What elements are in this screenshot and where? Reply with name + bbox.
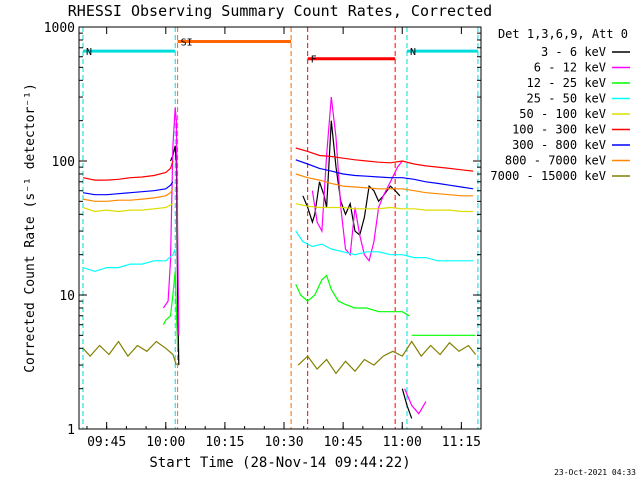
series-line-4: [82, 248, 176, 273]
series-line-6: [295, 147, 474, 172]
x-tick-label: 10:45: [324, 435, 363, 450]
state-bars: SI N N F: [82, 27, 479, 429]
legend-label-1: 3 - 6 keV: [541, 45, 606, 59]
legend-label-7: 300 - 800 keV: [512, 138, 606, 152]
legend-title: Det 1,3,6,9, Att 0: [498, 27, 628, 41]
series-line-3: [295, 274, 410, 317]
series-group: [82, 97, 477, 419]
state-label: F: [311, 55, 317, 66]
series-line-7: [82, 181, 174, 196]
x-tick-label: 09:45: [87, 435, 126, 450]
y-tick-label: 100: [52, 155, 75, 170]
legend-label-4: 25 - 50 keV: [527, 92, 606, 106]
series-line-9: [297, 340, 477, 375]
series-line-8: [295, 173, 474, 197]
series-line-4: [295, 230, 474, 262]
y-tick-label: 10: [59, 289, 75, 304]
series-line-6: [82, 160, 174, 181]
series-line-2: [311, 97, 403, 263]
x-tick-label: 10:30: [264, 435, 303, 450]
chart-title: RHESSI Observing Summary Count Rates, Co…: [68, 2, 492, 20]
x-tick-label: 11:15: [442, 435, 481, 450]
series-line-1: [302, 120, 401, 237]
y-tick-label: 1000: [44, 21, 75, 36]
legend-label-3: 12 - 25 keV: [527, 76, 606, 90]
state-label: N: [86, 47, 92, 58]
series-line-7: [295, 159, 474, 190]
footer-timestamp: 23-Oct-2021 04:33: [554, 468, 636, 477]
legend: Det 1,3,6,9, Att 0 3 - 6 keV 6 - 12 keV12…: [490, 27, 630, 183]
series-line-2: [404, 388, 427, 415]
series-line-2: [162, 107, 180, 336]
legend-label-9: 7000 - 15000 keV: [490, 169, 606, 183]
legend-label-5: 50 - 100 keV: [519, 107, 606, 121]
series-line-1: [401, 388, 413, 419]
y-tick-label: 1: [67, 423, 75, 438]
x-tick-label: 11:00: [383, 435, 422, 450]
state-label: N: [410, 47, 416, 58]
state-label: SI: [181, 37, 193, 48]
series-line-5: [82, 203, 174, 213]
legend-label-8: 800 - 7000 keV: [505, 154, 606, 168]
legend-label-2: 6 - 12 keV: [534, 61, 606, 75]
series-line-8: [82, 188, 174, 202]
x-axis-label: Start Time (28-Nov-14 09:44:22): [149, 455, 410, 471]
series-line-5: [295, 203, 474, 213]
plot-frame: [78, 26, 482, 430]
x-tick-label: 10:15: [205, 435, 244, 450]
x-tick-label: 10:00: [146, 435, 185, 450]
series-line-9: [82, 340, 177, 366]
axes: 09:45 10:00 10:15 10:30 10:45 11:00 11:15 1 10 10…: [44, 21, 481, 450]
legend-label-6: 100 - 300 keV: [512, 123, 606, 137]
series-line-3: [162, 271, 179, 349]
y-axis-label: Corrected Count Rate (s⁻¹ detector⁻¹): [23, 83, 38, 373]
